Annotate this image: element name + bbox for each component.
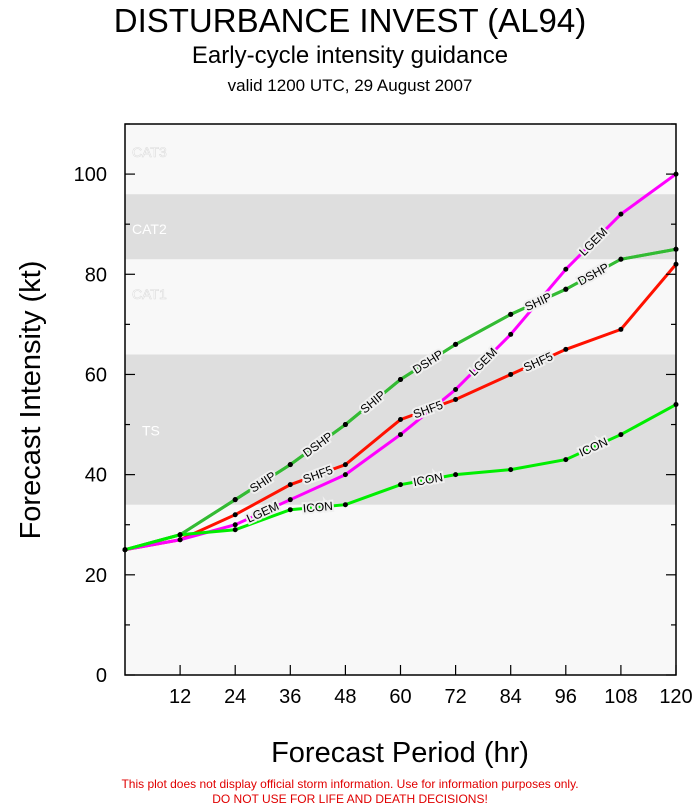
data-point-dshp xyxy=(287,462,293,468)
band-ts xyxy=(125,354,676,505)
data-point-icon xyxy=(287,507,293,513)
data-point-lgem xyxy=(177,537,183,543)
x-tick-label: 72 xyxy=(444,686,466,708)
y-tick-label: 20 xyxy=(85,565,107,587)
data-point-dshp xyxy=(342,422,348,428)
x-tick-label: 12 xyxy=(169,686,191,708)
data-point-dshp xyxy=(453,341,459,347)
data-point-shf5 xyxy=(453,397,459,402)
data-point-icon xyxy=(398,482,403,488)
data-point-icon xyxy=(563,457,569,463)
x-tick-label: 96 xyxy=(555,686,577,708)
x-tick-label: 36 xyxy=(279,686,301,708)
y-tick-label: 0 xyxy=(96,665,107,687)
data-point-icon xyxy=(508,467,514,473)
data-point-dshp xyxy=(508,311,514,317)
data-point-lgem xyxy=(453,386,459,392)
data-point-icon xyxy=(453,472,459,478)
data-point-shf5 xyxy=(618,326,624,332)
data-point-icon xyxy=(342,502,348,508)
data-point-dshp xyxy=(618,256,624,262)
data-point-shf5 xyxy=(563,346,569,352)
disclaimer-line-1: This plot does not display official stor… xyxy=(121,777,579,791)
y-tick-label: 100 xyxy=(74,164,107,186)
data-point-lgem xyxy=(342,472,348,478)
data-point-lgem xyxy=(618,211,624,217)
band-cat2 xyxy=(125,194,676,260)
band-label-ts: TS xyxy=(142,423,160,439)
y-tick-label: 80 xyxy=(85,264,107,286)
data-point-shf5 xyxy=(287,482,293,488)
x-tick-label: 48 xyxy=(334,686,356,708)
data-point-lgem xyxy=(508,331,514,337)
x-axis-label: Forecast Period (hr) xyxy=(271,737,529,769)
disclaimer-line-2: DO NOT USE FOR LIFE AND DEATH DECISIONS! xyxy=(212,792,488,806)
band-cat3 xyxy=(125,124,676,195)
x-tick-label: 60 xyxy=(389,686,411,708)
y-axis-label: Forecast Intensity (kt) xyxy=(15,261,47,540)
x-tick-label: 108 xyxy=(604,686,637,708)
band-label-cat3: CAT3 xyxy=(132,144,167,160)
chart-subtitle: Early-cycle intensity guidance xyxy=(191,42,509,69)
y-tick-label: 40 xyxy=(85,465,107,487)
x-tick-label: 24 xyxy=(224,686,246,708)
valid-time: valid 1200 UTC, 29 August 2007 xyxy=(227,76,473,95)
data-point-shf5 xyxy=(398,417,403,423)
data-point-dshp xyxy=(232,497,238,503)
band-label-cat2: CAT2 xyxy=(132,221,167,237)
data-point-lgem xyxy=(563,266,569,272)
data-point-lgem xyxy=(398,432,403,438)
data-point-dshp xyxy=(398,376,403,382)
series-label-icon: ICON xyxy=(302,499,333,516)
band-cat1 xyxy=(125,259,676,355)
chart-title: DISTURBANCE INVEST (AL94) xyxy=(113,2,587,39)
band-label-cat1: CAT1 xyxy=(132,286,167,302)
data-point-lgem xyxy=(287,497,293,503)
x-tick-label: 84 xyxy=(500,686,522,708)
data-point-shf5 xyxy=(342,462,348,468)
data-point-lgem xyxy=(232,522,238,528)
y-tick-label: 60 xyxy=(85,364,107,386)
x-tick-label: 120 xyxy=(659,686,692,708)
data-point-dshp xyxy=(563,286,569,292)
data-point-shf5 xyxy=(232,512,238,518)
data-point-icon xyxy=(232,527,238,533)
data-point-shf5 xyxy=(508,371,514,377)
data-point-icon xyxy=(177,532,183,538)
data-point-icon xyxy=(618,432,624,438)
